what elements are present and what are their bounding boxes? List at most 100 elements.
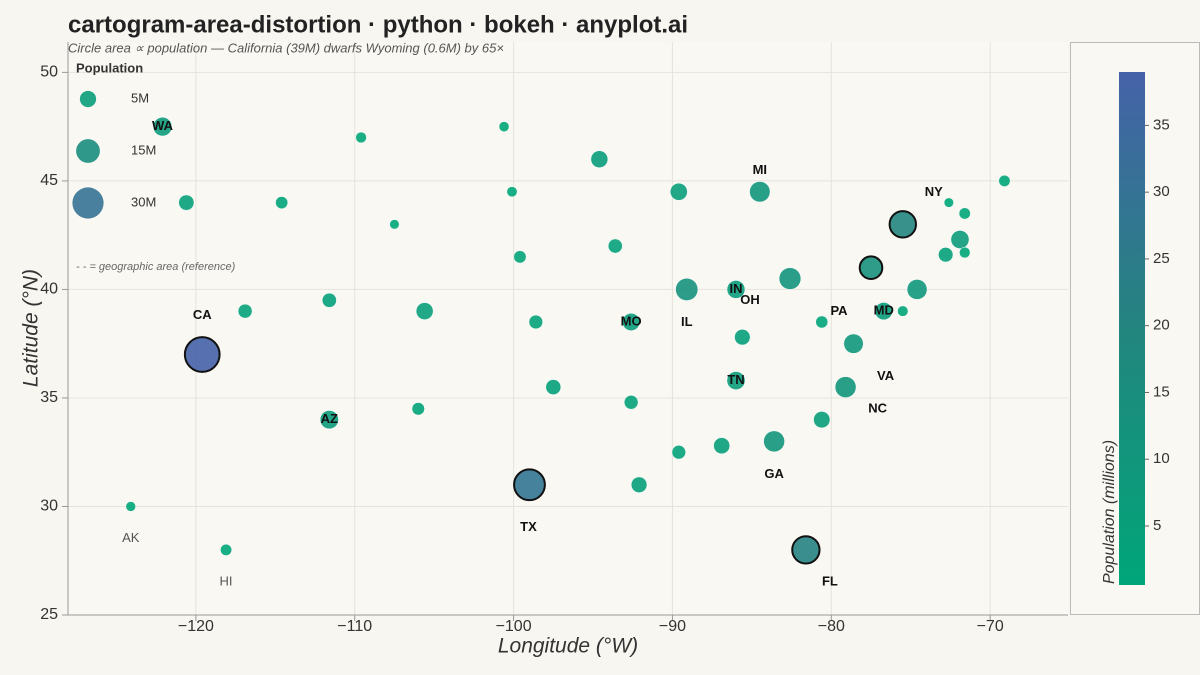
state-bubble bbox=[726, 280, 746, 299]
state-bubble bbox=[275, 196, 289, 210]
x-tick-label: −110 bbox=[337, 618, 372, 635]
state-bubble bbox=[843, 333, 864, 354]
state-bubble bbox=[713, 437, 731, 455]
state-bubble bbox=[675, 278, 699, 301]
state-bubble bbox=[813, 411, 831, 429]
y-tick-label: 45 bbox=[40, 172, 58, 189]
state-label: FL bbox=[822, 573, 838, 588]
colorbar-tick-label: 5 bbox=[1153, 517, 1161, 534]
legend-bubble bbox=[76, 139, 100, 163]
state-bubble bbox=[815, 315, 829, 329]
x-tick-label: −100 bbox=[496, 618, 532, 635]
x-tick-label: −90 bbox=[659, 618, 686, 635]
state-bubble bbox=[321, 292, 337, 308]
state-bubble bbox=[791, 535, 821, 565]
colorbar-tick-label: 20 bbox=[1153, 317, 1170, 334]
state-bubble bbox=[607, 238, 623, 254]
state-label: TN bbox=[727, 372, 744, 387]
state-bubble bbox=[183, 336, 221, 373]
state-label: MI bbox=[753, 162, 767, 177]
colorbar-tick-label: 10 bbox=[1153, 450, 1170, 467]
y-tick-label: 25 bbox=[40, 606, 58, 623]
colorbar-tick-label: 30 bbox=[1153, 183, 1170, 200]
state-bubble bbox=[415, 302, 434, 320]
state-label: GA bbox=[764, 466, 784, 481]
y-tick-label: 50 bbox=[40, 64, 58, 81]
chart-subtitle: Circle area ∝ population — California (3… bbox=[68, 40, 504, 55]
state-bubble bbox=[528, 314, 543, 330]
x-axis-label: Longitude (°W) bbox=[498, 635, 638, 658]
legend-title: Population bbox=[76, 60, 143, 75]
colorbar-label: Population (millions) bbox=[1101, 440, 1118, 584]
state-bubble bbox=[355, 131, 367, 144]
legend-bubble bbox=[72, 187, 104, 219]
state-bubble bbox=[749, 181, 771, 203]
state-bubble bbox=[959, 246, 971, 259]
state-label: HI bbox=[220, 573, 233, 588]
colorbar-tick-label: 25 bbox=[1153, 250, 1170, 267]
state-bubble bbox=[513, 468, 546, 502]
state-bubble bbox=[590, 150, 609, 168]
state-bubble bbox=[671, 445, 686, 460]
state-label: MD bbox=[874, 303, 894, 318]
state-bubble bbox=[220, 543, 233, 556]
legend-label: 5M bbox=[131, 90, 149, 105]
y-axis-label: Latitude (°N) bbox=[20, 269, 43, 387]
legend-label: 30M bbox=[131, 194, 156, 209]
state-bubble bbox=[237, 303, 253, 319]
state-bubble bbox=[622, 313, 641, 331]
state-label: NY bbox=[925, 184, 943, 199]
state-bubble bbox=[958, 207, 971, 220]
chart-title: cartogram-area-distortion · python · bok… bbox=[68, 11, 688, 38]
state-bubble bbox=[897, 305, 909, 317]
y-tick-label: 30 bbox=[40, 498, 58, 515]
state-label: IL bbox=[681, 314, 693, 329]
state-label: OH bbox=[740, 292, 760, 307]
state-bubble bbox=[411, 402, 425, 416]
state-label: MO bbox=[621, 313, 642, 328]
state-bubble bbox=[152, 117, 173, 137]
colorbar-tick-label: 35 bbox=[1153, 116, 1170, 133]
x-tick-label: −70 bbox=[977, 618, 1004, 635]
state-label: AK bbox=[122, 530, 140, 545]
state-bubble bbox=[623, 395, 639, 410]
state-bubble bbox=[513, 250, 527, 264]
state-bubble bbox=[938, 247, 954, 263]
state-label: CA bbox=[193, 307, 212, 322]
state-label: TX bbox=[520, 519, 537, 534]
legend-note: - - = geographic area (reference) bbox=[76, 261, 236, 273]
state-label: IN bbox=[729, 281, 742, 296]
x-tick-label: −80 bbox=[818, 618, 845, 635]
state-bubble bbox=[874, 302, 893, 321]
state-bubble bbox=[998, 174, 1011, 187]
colorbar bbox=[1119, 72, 1145, 585]
state-bubble bbox=[630, 476, 648, 493]
legend-bubble bbox=[79, 90, 97, 108]
state-bubble bbox=[726, 371, 746, 390]
state-bubble bbox=[858, 255, 884, 281]
y-tick-label: 40 bbox=[40, 281, 58, 298]
state-bubble bbox=[778, 267, 802, 290]
state-label: NC bbox=[868, 401, 887, 416]
state-bubble bbox=[950, 230, 970, 249]
state-bubble bbox=[178, 194, 195, 211]
colorbar-tick-label: 15 bbox=[1153, 383, 1170, 400]
plot-area bbox=[68, 42, 1068, 615]
x-tick-label: −120 bbox=[178, 618, 214, 635]
state-bubble bbox=[506, 186, 518, 198]
state-label: PA bbox=[830, 303, 848, 318]
state-bubble bbox=[943, 197, 954, 208]
state-label: VA bbox=[877, 368, 895, 383]
state-bubble bbox=[545, 379, 562, 395]
state-bubble bbox=[498, 121, 510, 132]
state-bubble bbox=[319, 410, 339, 430]
state-bubble bbox=[125, 501, 136, 512]
state-bubble bbox=[906, 279, 928, 300]
state-bubble bbox=[763, 430, 785, 453]
state-label: AZ bbox=[321, 411, 338, 426]
state-bubble bbox=[734, 329, 751, 346]
y-tick-label: 35 bbox=[40, 389, 58, 406]
state-bubble bbox=[888, 210, 917, 239]
state-label: WA bbox=[152, 118, 174, 133]
